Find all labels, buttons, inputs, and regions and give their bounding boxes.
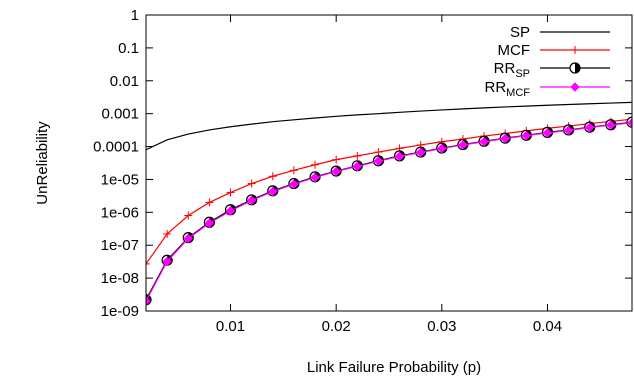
data-point — [500, 133, 511, 144]
y-tick-label: 0.0001 — [93, 139, 139, 156]
legend-label-main: RR — [494, 60, 516, 77]
legend-label: RRMCF — [485, 79, 531, 99]
data-point — [311, 160, 320, 169]
data-point — [183, 233, 194, 244]
y-tick-label: 1e-05 — [101, 171, 139, 188]
y-tick-label: 0.1 — [118, 40, 139, 57]
series-sp — [146, 101, 632, 151]
data-point — [226, 188, 235, 197]
marker-half — [575, 63, 580, 73]
y-axis-label: UnReliability — [34, 121, 51, 205]
plot-frame — [145, 14, 633, 312]
legend-label-main: MCF — [498, 42, 531, 59]
legend-label: RRSP — [494, 60, 530, 80]
data-point — [331, 166, 342, 177]
data-point — [521, 130, 532, 141]
data-point — [606, 120, 616, 130]
data-point — [353, 151, 362, 160]
y-tick-label: 1 — [131, 7, 139, 24]
data-point — [246, 195, 257, 206]
x-axis-label: Link Failure Probability (p) — [307, 359, 481, 376]
y-tick-label: 1e-07 — [101, 237, 139, 254]
legend-label-main: RR — [485, 79, 507, 96]
y-tick-label: 0.01 — [110, 73, 139, 90]
x-tick-label: 0.03 — [427, 318, 456, 335]
legend-marker — [569, 62, 581, 74]
data-point — [542, 128, 553, 138]
legend-label-sub: SP — [515, 68, 530, 80]
data-point — [415, 147, 426, 158]
data-point — [373, 156, 384, 167]
series-rr-sp — [146, 116, 632, 306]
series-line — [146, 122, 632, 302]
legend-marker — [570, 82, 580, 92]
data-point — [584, 122, 595, 133]
data-point — [146, 259, 150, 268]
legend-label-main: SP — [510, 24, 530, 41]
series-line — [146, 118, 632, 265]
data-point — [205, 198, 214, 207]
data-point — [332, 155, 341, 164]
data-point — [162, 256, 172, 267]
legend-label: SP — [510, 24, 530, 41]
data-point — [225, 206, 236, 216]
legend-marker — [571, 46, 579, 54]
legend-label-sub: MCF — [506, 87, 530, 99]
x-tick-label: 0.04 — [533, 318, 562, 335]
data-point — [627, 117, 632, 128]
data-point — [458, 140, 468, 150]
data-point — [352, 161, 363, 172]
series-line — [146, 101, 632, 151]
data-point — [184, 211, 193, 220]
data-point — [247, 179, 256, 188]
data-point — [394, 151, 405, 162]
series-line — [146, 121, 632, 301]
data-point — [310, 172, 320, 183]
series-mcf — [146, 115, 632, 268]
ticks-layer: 1 0.1 0.01 0.001 0.0001 1e-05 1e-06 1e-07 1e-08 1… — [93, 7, 632, 335]
data-point — [436, 143, 447, 154]
series-layer — [146, 101, 632, 306]
y-tick-label: 0.001 — [101, 106, 139, 123]
y-tick-label: 1e-06 — [101, 204, 139, 221]
data-point — [563, 125, 574, 136]
y-tick-label: 1e-09 — [101, 303, 139, 320]
data-point — [479, 136, 489, 147]
data-point — [374, 148, 383, 157]
data-point — [267, 186, 278, 197]
data-point — [163, 229, 172, 238]
x-tick-label: 0.02 — [322, 318, 351, 335]
data-point — [289, 179, 299, 189]
data-point — [289, 166, 298, 175]
series-rr-mcf — [146, 117, 632, 306]
x-tick-label: 0.01 — [216, 318, 245, 335]
y-tick-label: 1e-08 — [101, 270, 139, 287]
data-point — [204, 218, 215, 228]
data-point — [146, 296, 151, 306]
legend-label: MCF — [498, 42, 531, 59]
data-point — [268, 172, 277, 181]
